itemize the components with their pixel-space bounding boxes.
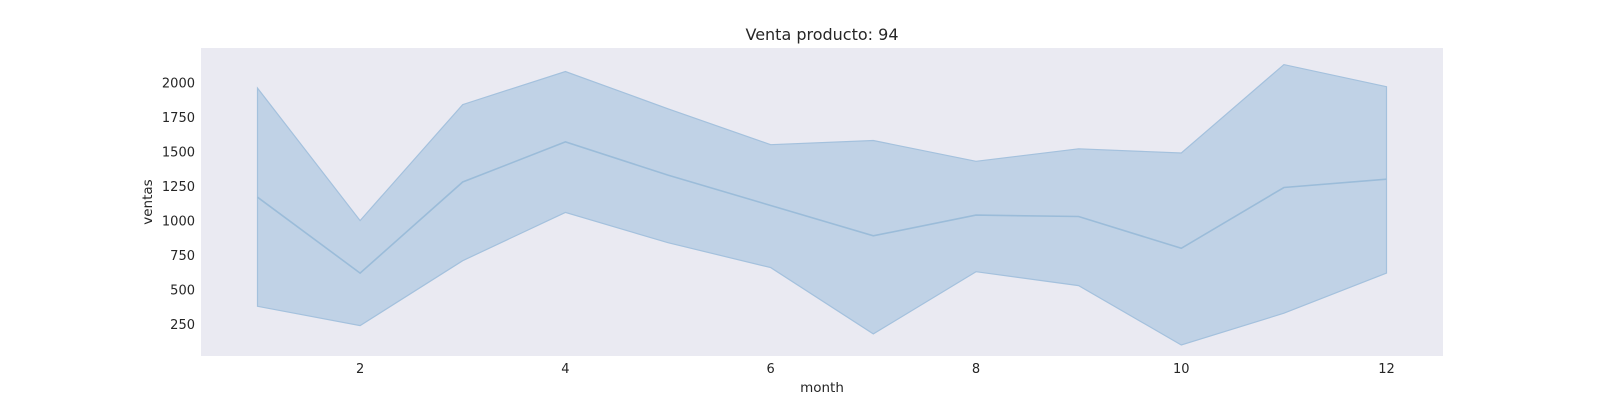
x-tick-label: 6	[767, 362, 775, 377]
series-line	[257, 141, 1387, 275]
y-tick-label: 1250	[162, 180, 195, 195]
y-axis-label: ventas	[140, 179, 156, 224]
y-tick-label: 1000	[162, 215, 195, 230]
x-tick-label: 10	[1173, 362, 1190, 377]
x-axis-label: month	[800, 380, 844, 396]
x-tick-label: 12	[1378, 362, 1395, 377]
y-tick-labels: 250 500 750 1000 1250 1500 1750 2000	[162, 77, 195, 334]
confidence-band	[256, 63, 1388, 346]
y-tick-label: 250	[170, 318, 195, 333]
chart-title: Venta producto: 94	[745, 25, 898, 44]
y-tick-label: 1500	[162, 146, 195, 161]
y-tick-label: 750	[170, 249, 195, 264]
x-tick-label: 2	[356, 362, 364, 377]
y-tick-label: 1750	[162, 111, 195, 126]
y-tick-label: 2000	[162, 77, 195, 92]
x-tick-label: 4	[561, 362, 569, 377]
x-tick-labels: 2 4 6 8 10 12	[356, 362, 1395, 377]
y-tick-label: 500	[170, 284, 195, 299]
x-tick-label: 8	[972, 362, 980, 377]
